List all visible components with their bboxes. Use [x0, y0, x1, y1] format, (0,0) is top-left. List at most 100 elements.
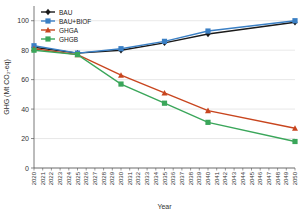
y-axis-title: GHG (Mt CO₂-eq) [3, 59, 11, 115]
x-tick-label: 2033 [144, 171, 150, 185]
point [75, 50, 80, 56]
legend-label: GHGA [59, 27, 79, 34]
x-tick-label: 2021 [40, 171, 46, 185]
point [162, 90, 168, 96]
x-tick-label: 2037 [179, 171, 185, 185]
x-tick [242, 168, 243, 171]
x-tick-label: 2036 [170, 171, 176, 185]
chart: 0204060801002020202120222023202420252026… [0, 0, 300, 214]
legend-label: BAU [59, 9, 73, 16]
grid-line [34, 138, 295, 139]
x-tick [199, 168, 200, 171]
grid-line [34, 109, 295, 110]
point [292, 19, 297, 25]
point [205, 28, 210, 33]
x-tick-label: 2029 [109, 171, 115, 185]
x-tick-label: 2047 [266, 171, 272, 185]
grid-line [34, 50, 295, 51]
y-tick-label: 40 [21, 106, 29, 113]
x-tick-label: 2024 [66, 171, 72, 185]
x-tick [268, 168, 269, 171]
x-tick [77, 168, 78, 171]
x-tick [60, 168, 61, 171]
y-tick-label: 100 [17, 17, 29, 24]
x-tick-label: 2025 [75, 171, 81, 185]
x-tick [155, 168, 156, 171]
x-tick-label: 2045 [249, 171, 255, 185]
point [292, 18, 297, 23]
series-line [34, 50, 295, 141]
x-tick [190, 168, 191, 171]
x-tick [181, 168, 182, 171]
y-tick-label: 20 [21, 135, 29, 142]
y-tick [31, 20, 34, 21]
point [205, 120, 210, 125]
y-tick [31, 168, 34, 169]
x-tick [295, 168, 296, 171]
x-tick [121, 168, 122, 171]
x-tick [260, 168, 261, 171]
legend-marker [45, 9, 50, 15]
x-tick [68, 168, 69, 171]
legend-marker [45, 36, 50, 41]
grid-line [34, 79, 295, 80]
y-tick-label: 80 [21, 47, 29, 54]
x-tick-label: 2049 [283, 171, 289, 185]
x-tick-label: 2035 [162, 171, 168, 185]
series-line [34, 22, 295, 53]
point [205, 108, 211, 114]
point [118, 72, 124, 78]
x-tick [147, 168, 148, 171]
legend: BAUBAU+BIOFGHGAGHGB [41, 9, 91, 43]
plot-area [31, 18, 298, 144]
legend-marker [45, 18, 50, 23]
x-tick [164, 168, 165, 171]
x-tick [51, 168, 52, 171]
series-line [34, 49, 295, 129]
x-tick-label: 2046 [257, 171, 263, 185]
x-tick-label: 2026 [83, 171, 89, 185]
x-tick-label: 2032 [135, 171, 141, 185]
x-tick-label: 2020 [31, 171, 37, 185]
y-axis [34, 6, 35, 168]
point [118, 81, 123, 86]
x-tick-label: 2022 [48, 171, 54, 185]
x-tick [86, 168, 87, 171]
x-tick-label: 2044 [240, 171, 246, 185]
point [75, 52, 80, 57]
x-tick-label: 2027 [92, 171, 98, 185]
x-tick [216, 168, 217, 171]
x-tick [173, 168, 174, 171]
x-tick [138, 168, 139, 171]
x-tick [112, 168, 113, 171]
x-tick [42, 168, 43, 171]
x-tick [277, 168, 278, 171]
x-tick-label: 2023 [57, 171, 63, 185]
x-tick-label: 2050 [292, 171, 298, 185]
x-tick [225, 168, 226, 171]
point [162, 40, 167, 46]
x-tick-label: 2042 [222, 171, 228, 185]
point [75, 52, 81, 58]
x-tick-label: 2041 [214, 171, 220, 185]
point [31, 48, 36, 53]
x-tick [251, 168, 252, 171]
x-tick [208, 168, 209, 171]
x-tick [286, 168, 287, 171]
x-tick-label: 2030 [118, 171, 124, 185]
x-tick [94, 168, 95, 171]
legend-label: GHGB [59, 36, 78, 43]
point [118, 47, 123, 53]
series-line [34, 21, 295, 53]
x-tick-label: 2043 [231, 171, 237, 185]
x-tick-label: 2048 [275, 171, 281, 185]
x-tick [129, 168, 130, 171]
legend-marker [45, 27, 51, 33]
y-tick-label: 60 [21, 76, 29, 83]
x-tick-label: 2031 [127, 171, 133, 185]
x-tick-label: 2039 [196, 171, 202, 185]
x-tick [34, 168, 35, 171]
point [162, 39, 167, 44]
point [162, 101, 167, 106]
point [118, 46, 123, 51]
